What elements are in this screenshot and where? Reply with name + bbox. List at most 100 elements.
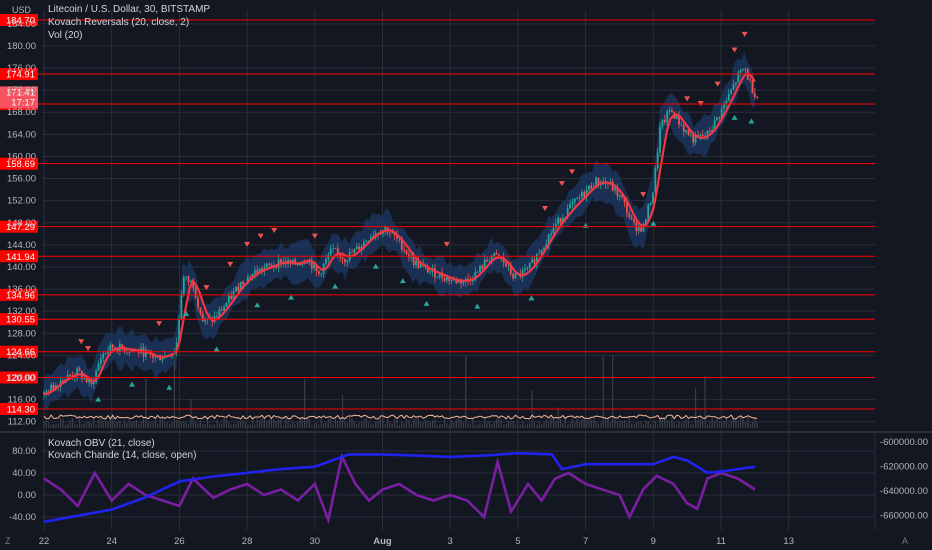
auto-scale-icon[interactable]: A: [902, 536, 909, 546]
y-tick-label: 152.00: [7, 196, 36, 207]
candle-body: [713, 120, 716, 130]
candle-body: [426, 266, 429, 273]
candle-body: [223, 306, 225, 311]
level-label: 184.70: [6, 15, 35, 26]
candle-body: [346, 260, 349, 263]
candle-body: [249, 276, 252, 278]
candle-body: [197, 297, 199, 308]
candle-body: [625, 202, 628, 214]
candle-body: [391, 232, 394, 234]
candle-body: [744, 69, 747, 71]
reversal-up-marker: [399, 278, 406, 284]
candle-body: [704, 135, 706, 137]
candle-body: [649, 202, 652, 205]
axes: 112.00 116.00 120.00 124.00 128.00 132.00 136.…: [7, 19, 794, 547]
candle-body: [161, 358, 164, 361]
candle-body: [317, 271, 320, 274]
candle-body: [403, 249, 406, 251]
reversal-up-marker: [650, 220, 657, 226]
volume-bars: [43, 351, 758, 428]
candle-body: [313, 264, 316, 269]
level-label-bg: [0, 220, 38, 233]
candle-body: [597, 177, 600, 185]
reversal-down-marker: [271, 228, 278, 234]
reversal-down-marker: [78, 339, 85, 345]
timezone-icon[interactable]: Z: [5, 536, 11, 546]
lower-y-tick-label: 80.00: [12, 446, 36, 457]
candle-body: [450, 280, 453, 281]
candle-body: [448, 276, 451, 281]
candle-body: [689, 134, 692, 136]
candle-body: [630, 217, 633, 220]
candle-body: [682, 125, 685, 132]
candle-body: [265, 263, 268, 268]
candle-body: [419, 264, 422, 268]
candle-body: [490, 256, 493, 261]
reversal-up-marker: [254, 302, 261, 308]
reversal-up-marker: [166, 384, 173, 390]
reversal-band: [44, 51, 755, 412]
candle-body: [687, 129, 690, 136]
candle-body: [379, 233, 382, 235]
level-label: 134.96: [6, 290, 35, 301]
level-label: 174.91: [6, 70, 35, 81]
right-y-tick-label: -660000.00: [880, 511, 928, 522]
candle-body: [633, 219, 635, 223]
lower-pane: -40.00 0.00 40.00 80.00 -600000.00 -620000.00…: [9, 437, 928, 525]
candle-body: [739, 70, 742, 73]
candle-body: [187, 276, 190, 282]
candle-body: [218, 309, 221, 316]
y-tick-label: 116.00: [8, 395, 36, 406]
candle-body: [661, 120, 664, 127]
chart-title: Litecoin / U.S. Dollar, 30, BITSTAMP: [48, 4, 211, 15]
indicator-legend-obv: Kovach OBV (21, close): [48, 438, 155, 449]
candle-body: [540, 250, 543, 254]
candle-body: [571, 202, 574, 205]
candle-body: [325, 259, 327, 264]
x-tick-label: 11: [716, 536, 726, 547]
candle-body: [270, 264, 273, 267]
candle-body: [680, 124, 683, 126]
candle-body: [239, 281, 242, 291]
candle-body: [718, 117, 721, 119]
candle-body: [400, 238, 403, 250]
candle-body: [524, 268, 526, 271]
candle-body: [671, 110, 673, 113]
candle-body: [476, 271, 479, 273]
reversal-down-marker: [569, 169, 576, 175]
level-label-bg: [0, 68, 38, 81]
candle-body: [76, 368, 79, 376]
candle-body: [488, 260, 491, 262]
candle-body: [694, 135, 697, 143]
candle-body: [320, 273, 323, 275]
candle-body: [623, 197, 626, 203]
right-y-tick-label: -640000.00: [880, 486, 928, 497]
reversal-down-marker: [640, 192, 647, 198]
candle-body: [315, 264, 318, 272]
candle-body: [543, 248, 545, 251]
candle-body: [495, 252, 498, 255]
candle-body: [88, 379, 90, 383]
right-y-tick-label: -600000.00: [880, 437, 928, 448]
candle-body: [585, 189, 588, 197]
candle-body: [753, 93, 756, 98]
candle-body: [578, 197, 581, 199]
y-tick-label: 112.00: [8, 417, 36, 428]
candle-body: [438, 272, 441, 278]
x-tick-label: 26: [174, 536, 185, 547]
candle-body: [410, 256, 413, 258]
level-label-bg: [0, 250, 38, 263]
candle-body: [99, 358, 102, 365]
level-label-bg: [0, 13, 38, 26]
candle-body: [144, 349, 147, 357]
candle-body: [509, 265, 512, 274]
candle-body: [121, 344, 124, 349]
candle-body: [365, 241, 368, 243]
candle-body: [185, 276, 188, 278]
candle-body: [493, 252, 496, 257]
candle-body: [97, 364, 100, 371]
lower-y-tick-label: -40.00: [9, 512, 36, 523]
reversal-up-marker: [372, 263, 379, 269]
candle-body: [336, 248, 339, 253]
